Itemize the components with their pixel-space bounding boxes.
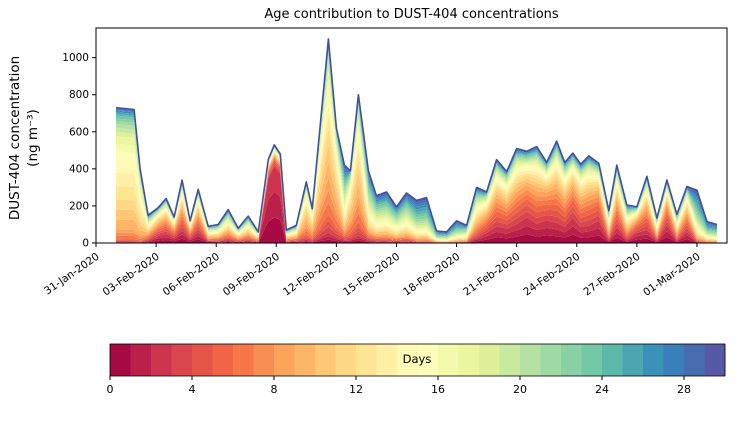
colorbar-cell [335, 344, 357, 376]
x-tick-label: 21-Feb-2020 [461, 251, 522, 299]
age-band [116, 156, 717, 243]
colorbar-cell [192, 344, 213, 376]
x-tick-label: 31-Jan-2020 [42, 251, 102, 298]
colorbar-cell [356, 344, 377, 376]
age-band [116, 217, 717, 243]
colorbar-tick-label: 28 [677, 383, 691, 396]
x-tick-label: 12-Feb-2020 [281, 251, 342, 299]
colorbar-cell [376, 344, 398, 376]
colorbar-cell [294, 344, 316, 376]
colorbar-tick-label: 24 [595, 383, 609, 396]
x-tick-label: 24-Feb-2020 [521, 251, 582, 299]
colorbar-cell [520, 344, 541, 376]
colorbar-cell [397, 344, 418, 376]
y-tick-label: 1000 [62, 52, 89, 64]
y-tick-label: 800 [69, 89, 89, 101]
x-tick-label: 01-Mar-2020 [641, 251, 703, 299]
y-tick-label: 400 [69, 163, 89, 175]
total-line [115, 38, 718, 233]
colorbar-cell [622, 344, 644, 376]
age-band [116, 128, 717, 242]
x-tick-label: 06-Feb-2020 [161, 251, 222, 299]
colorbar-cell [315, 344, 336, 376]
colorbar-cell [233, 344, 254, 376]
colorbar-cell [438, 344, 459, 376]
axes-frame [95, 27, 728, 244]
x-tick-label: 03-Feb-2020 [101, 251, 162, 299]
colorbar-days-label: Days [402, 352, 432, 366]
colorbar-cell [458, 344, 480, 376]
colorbar-cell [499, 344, 521, 376]
x-tick-label: 15-Feb-2020 [341, 251, 402, 299]
colorbar-cell [561, 344, 582, 376]
colorbar-cell [253, 344, 275, 376]
colorbar-cell [171, 344, 193, 376]
x-tick-label: 18-Feb-2020 [401, 251, 462, 299]
chart-title: Age contribution to DUST-404 concentrati… [264, 7, 559, 22]
colorbar-cell [130, 344, 152, 376]
colorbar-frame [109, 343, 726, 377]
y-tick-label: 600 [69, 126, 89, 138]
x-tick-label: 27-Feb-2020 [581, 251, 642, 299]
colorbar-tick-label: 12 [349, 383, 363, 396]
age-band [116, 164, 717, 243]
colorbar-cell [540, 344, 562, 376]
colorbar-cell [704, 344, 726, 376]
colorbar-tick-label: 16 [431, 383, 445, 396]
colorbar-tick-label: 8 [271, 383, 278, 396]
colorbar-tick-label: 4 [189, 383, 196, 396]
colorbar-cell [417, 344, 439, 376]
colorbar-cell [581, 344, 603, 376]
colorbar-tick-label: 20 [513, 383, 527, 396]
colorbar-cell [110, 344, 131, 376]
x-tick-label: 09-Feb-2020 [221, 251, 282, 299]
colorbar-cell [151, 344, 172, 376]
colorbar-cell [479, 344, 500, 376]
colorbar-tick-label: 0 [107, 383, 114, 396]
y-tick-label: 0 [82, 238, 89, 250]
colorbar-cell [274, 344, 295, 376]
colorbar-cell [663, 344, 685, 376]
y-tick-label: 200 [69, 200, 89, 212]
colorbar-cell [602, 344, 623, 376]
colorbar-cell [212, 344, 234, 376]
colorbar-cell [643, 344, 664, 376]
colorbar-cell [684, 344, 705, 376]
